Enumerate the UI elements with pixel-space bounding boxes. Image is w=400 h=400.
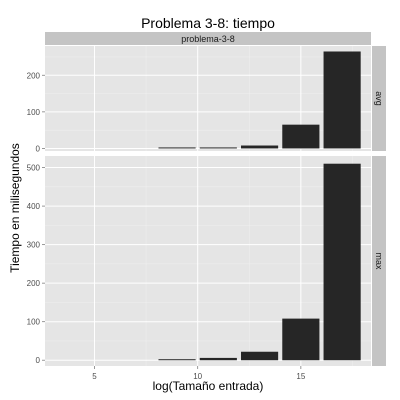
x-tick-label: 15 bbox=[296, 372, 305, 381]
facet-strip-label: avg bbox=[374, 91, 384, 106]
bar bbox=[158, 359, 196, 361]
facet-strip bbox=[372, 156, 386, 366]
chart-title: Problema 3-8: tiempo bbox=[141, 15, 275, 31]
facet-strip bbox=[372, 46, 386, 151]
bar bbox=[282, 318, 320, 361]
x-axis-title: log(Tamaño entrada) bbox=[153, 379, 264, 393]
y-tick-label: 0 bbox=[36, 144, 41, 153]
facet-strip-label: max bbox=[374, 252, 384, 270]
bar bbox=[158, 147, 196, 149]
column-strip bbox=[45, 32, 371, 45]
y-tick-label: 500 bbox=[27, 164, 41, 173]
bar bbox=[199, 357, 237, 361]
y-tick-label: 100 bbox=[27, 318, 41, 327]
panel-avg: 0 100 200 avg bbox=[27, 46, 386, 153]
y-axis-title: Tiempo en milisegundos bbox=[8, 143, 22, 273]
bar bbox=[241, 145, 279, 149]
panel-max: 0 100 200 300 400 500 max bbox=[27, 156, 386, 366]
y-tick-label: 100 bbox=[27, 108, 41, 117]
bar bbox=[323, 51, 361, 149]
y-tick-label: 200 bbox=[27, 71, 41, 80]
x-tick-label: 5 bbox=[92, 372, 97, 381]
panel-background bbox=[45, 46, 371, 151]
panels: 0 100 200 avg 0 100 200 300 400 500 max 5 10 15 bbox=[27, 46, 386, 381]
bar bbox=[323, 163, 361, 361]
y-tick-label: 0 bbox=[36, 356, 41, 365]
x-tick-label: 10 bbox=[193, 372, 202, 381]
y-tick-label: 300 bbox=[27, 241, 41, 250]
panel-background bbox=[45, 156, 371, 366]
bar bbox=[282, 124, 320, 149]
y-tick-label: 400 bbox=[27, 202, 41, 211]
y-tick-label: 200 bbox=[27, 279, 41, 288]
bar bbox=[199, 147, 237, 149]
column-strip-label: problema-3-8 bbox=[181, 34, 235, 44]
bar bbox=[241, 351, 279, 361]
